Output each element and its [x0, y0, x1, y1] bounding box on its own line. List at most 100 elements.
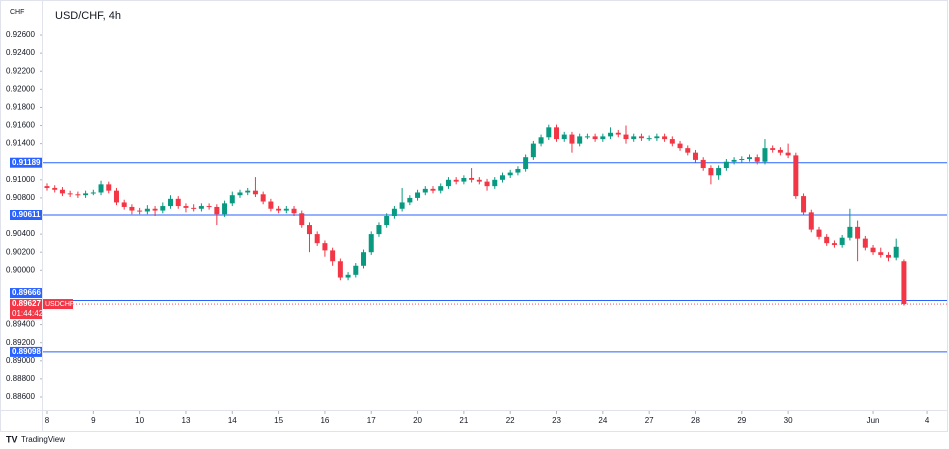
- x-tick-label: 28: [691, 416, 700, 425]
- chart-frame: [0, 0, 948, 432]
- x-tick-label: 27: [645, 416, 654, 425]
- y-tick-label: 0.90200: [6, 247, 35, 256]
- x-tick-label: 22: [506, 416, 515, 425]
- candle-body: [445, 179, 451, 187]
- candle-body: [638, 136, 644, 139]
- candle-body: [739, 159, 745, 161]
- level-label: 0.91189: [12, 158, 41, 167]
- candle-body: [700, 159, 706, 169]
- x-tick-label: 4: [925, 416, 930, 425]
- candle-body: [453, 179, 459, 182]
- candle-body: [554, 127, 560, 140]
- y-tick-label: 0.89200: [6, 338, 35, 347]
- candle-body: [399, 202, 405, 209]
- candle-body: [615, 132, 621, 135]
- level-label-box: [10, 157, 42, 168]
- candle-body: [716, 168, 722, 176]
- x-tick-label: 21: [459, 416, 468, 425]
- y-tick-label: 0.88800: [6, 374, 35, 383]
- x-tick-label: 30: [784, 416, 793, 425]
- candle-body: [885, 254, 891, 258]
- y-tick-label: 0.89400: [6, 320, 35, 329]
- candle-body: [83, 193, 89, 196]
- candle-body: [121, 202, 127, 207]
- candle-body: [646, 138, 652, 140]
- candle-body: [175, 198, 181, 207]
- x-tick-label: 17: [367, 416, 376, 425]
- candle-body: [461, 178, 467, 182]
- candle-body: [831, 243, 837, 245]
- last-price-box: [10, 299, 42, 320]
- x-tick-label: 23: [552, 416, 561, 425]
- level-label: 0.89666: [12, 288, 41, 297]
- candle-body: [507, 172, 513, 176]
- candle-body: [90, 192, 96, 194]
- candle-body: [469, 178, 475, 180]
- candle-body: [770, 148, 776, 150]
- candle-body: [353, 265, 359, 275]
- y-tick-label: 0.92600: [6, 30, 35, 39]
- y-tick-label: 0.91000: [6, 175, 35, 184]
- candle-body: [276, 208, 282, 211]
- y-tick-label: 0.92200: [6, 66, 35, 75]
- candle-body: [299, 213, 305, 226]
- candle-body: [438, 186, 444, 191]
- candle-body: [345, 274, 351, 278]
- candle-body: [530, 143, 536, 158]
- brand-logo: TV: [6, 434, 18, 444]
- candle-body: [137, 210, 143, 212]
- countdown-label: 01:44:42: [12, 309, 44, 318]
- candle-body: [384, 216, 390, 226]
- candle-body: [245, 190, 251, 193]
- candle-body: [708, 168, 714, 176]
- candle-body: [214, 206, 220, 215]
- candle-body: [855, 226, 861, 239]
- candle-body: [144, 208, 150, 212]
- candle-body: [669, 139, 675, 144]
- candle-body: [893, 246, 899, 258]
- candle-body: [816, 229, 822, 237]
- candle-body: [422, 188, 428, 193]
- candle-body: [237, 192, 243, 196]
- candle-body: [44, 186, 50, 188]
- candle-body: [229, 195, 235, 204]
- candle-body: [847, 226, 853, 238]
- candle-body: [59, 189, 65, 194]
- candle-body: [337, 261, 343, 278]
- candle-body: [98, 184, 104, 193]
- candle-body: [577, 136, 583, 144]
- candle-body: [785, 152, 791, 156]
- level-label: 0.89098: [12, 347, 41, 356]
- level-label: 0.90611: [12, 210, 41, 219]
- candle-body: [762, 148, 768, 162]
- candle-body: [415, 192, 421, 198]
- candle-body: [777, 149, 783, 153]
- candle-body: [283, 208, 289, 211]
- y-tick-label: 0.91600: [6, 121, 35, 130]
- candle-body: [654, 136, 660, 139]
- y-tick-label: 0.90800: [6, 193, 35, 202]
- candle-body: [901, 261, 907, 305]
- candle-body: [252, 190, 258, 195]
- level-label-box: [10, 210, 42, 221]
- candle-body: [754, 157, 760, 162]
- candle-body: [808, 212, 814, 230]
- candle-body: [183, 206, 189, 208]
- candle-body: [476, 179, 482, 182]
- candle-body: [376, 225, 382, 235]
- y-tick-label: 0.92000: [6, 84, 35, 93]
- candle-body: [569, 134, 575, 144]
- candle-body: [499, 175, 505, 180]
- candle-body: [600, 136, 606, 140]
- candle-body: [52, 187, 58, 190]
- candle-body: [314, 234, 320, 244]
- last-price-label: 0.89627: [12, 299, 41, 308]
- candle-body: [878, 252, 884, 255]
- candle-body: [407, 197, 413, 203]
- candle-body: [731, 159, 737, 162]
- candle-body: [824, 236, 830, 244]
- candle-body: [492, 179, 498, 187]
- candle-body: [106, 184, 112, 191]
- x-tick-label: 24: [598, 416, 607, 425]
- candle-body: [608, 132, 614, 137]
